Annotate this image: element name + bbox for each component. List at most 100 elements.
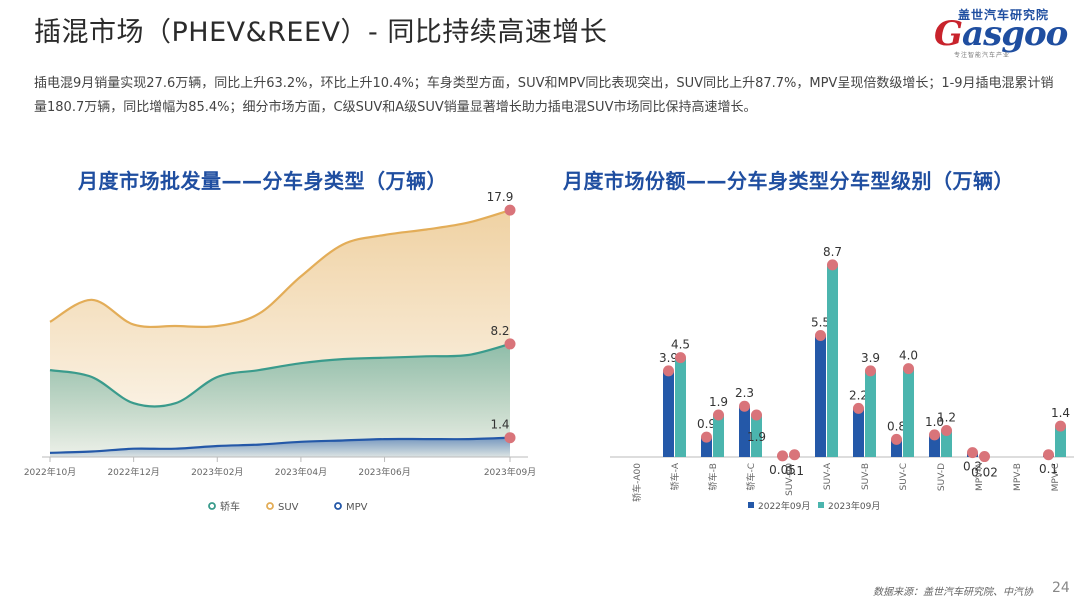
x-tick-label: 2023年06月 [358, 466, 410, 478]
bar-marker [1055, 420, 1066, 432]
bar-marker [827, 259, 838, 271]
bar-2023年09月 [713, 415, 724, 457]
bar-value-label: 5.5 [811, 316, 830, 330]
bar-marker [967, 447, 978, 459]
bar-marker [701, 431, 712, 443]
category-label: MPV-C [1051, 463, 1061, 491]
bar-value-label: 0.8 [887, 419, 906, 433]
bar-marker [675, 352, 686, 364]
bar-value-label: 2.3 [735, 386, 754, 400]
page-title: 插混市场（PHEV&REEV）- 同比持续高速增长 [34, 17, 608, 48]
bar-2023年09月 [827, 264, 838, 457]
category-label: 轿车-A [669, 462, 681, 490]
bar-2023年09月 [1055, 426, 1066, 457]
legend-marker [266, 502, 274, 510]
area-fill-MPV [50, 437, 510, 457]
x-tick-label: 2022年12月 [107, 466, 159, 478]
bar-2022年09月 [891, 439, 902, 457]
legend-marker [334, 502, 342, 510]
bar-2023年09月 [941, 430, 952, 457]
legend-swatch [748, 502, 754, 508]
bar-value-label: 4.5 [671, 338, 690, 352]
x-tick-label: 2023年09月 [484, 466, 536, 478]
category-label: SUV-A [823, 462, 833, 490]
bar-2023年09月 [865, 370, 876, 457]
logo-rest-letters: asgoo [962, 14, 1068, 54]
logo-tagline: 专注智能汽车产业 [954, 52, 1011, 59]
x-tick-label: 2022年10月 [24, 466, 76, 478]
bar-marker [941, 425, 952, 436]
bar-2022年09月 [701, 437, 712, 457]
end-value-label: 8.2 [490, 324, 509, 338]
category-label: SUV-A0 [785, 463, 795, 496]
bar-marker [979, 451, 990, 463]
bar-2022年09月 [663, 370, 674, 457]
bar-value-label: 2.2 [849, 388, 868, 402]
bar-value-label: 8.7 [823, 245, 842, 259]
category-label: MPV-B [1013, 463, 1023, 491]
category-label: SUV-C [899, 463, 909, 490]
bar-2022年09月 [853, 408, 864, 457]
series-line-MPV [49, 436, 511, 454]
bar-2023年09月 [751, 415, 762, 457]
left-chart-title: 月度市场批发量——分车身类型（万辆） [78, 169, 447, 193]
category-label: SUV-D [937, 463, 947, 491]
data-source: 数据来源：盖世汽车研究院、中汽协 [873, 587, 1033, 598]
bar-marker [891, 433, 902, 445]
bar-value-label: 0.9 [697, 417, 716, 431]
x-tick-label: 2023年04月 [275, 466, 327, 478]
end-value-label: 1.4 [490, 418, 509, 432]
logo-wordmark: Gasgoo [934, 14, 1068, 54]
bar-value-label: 3.9 [659, 351, 678, 365]
legend-swatch [818, 502, 824, 508]
bar-2022年09月 [815, 335, 826, 457]
bar-value-label: 0.05 [769, 463, 796, 477]
bar-marker [789, 449, 800, 461]
bar-marker [713, 409, 724, 421]
bar-value-label: 1.9 [747, 430, 766, 444]
legend-label: SUV [278, 502, 299, 513]
bar-value-label: 1.0 [925, 415, 944, 429]
bar-value-label: 1.9 [709, 395, 728, 409]
bar-marker [865, 365, 876, 377]
end-value-label: 17.9 [487, 190, 514, 204]
right-chart-title: 月度市场份额——分车身类型分车型级别（万辆） [563, 169, 1014, 193]
x-tick-label: 2023年02月 [191, 466, 243, 478]
series-line-轿车 [49, 342, 511, 408]
bar-marker [853, 402, 864, 414]
bar-2023年09月 [675, 357, 686, 457]
legend-label: 2022年09月 [758, 500, 810, 512]
page-number: 24 [1052, 580, 1070, 596]
area-fill-轿车 [50, 343, 510, 457]
bar-value-label: 0.2 [963, 460, 982, 474]
bar-value-label: 3.9 [861, 351, 880, 365]
bar-2022年09月 [929, 434, 940, 457]
category-label: MPV-A [975, 462, 985, 491]
bar-value-label: 4.0 [899, 349, 918, 363]
bar-value-label: 0.1 [785, 464, 804, 478]
bar-value-label: 0.1 [1039, 462, 1058, 476]
bar-value-label: 0.02 [971, 466, 998, 480]
bar-marker [751, 409, 762, 421]
category-label: 轿车-C [745, 463, 757, 491]
bar-marker [1043, 449, 1054, 461]
legend-label: 2023年09月 [828, 500, 880, 512]
bar-marker [903, 363, 914, 375]
bar-2023年09月 [903, 368, 914, 457]
legend-marker [208, 502, 216, 510]
category-label: SUV-B [861, 463, 871, 490]
category-label: 轿车-A00 [631, 463, 643, 502]
end-marker [504, 338, 516, 350]
bar-value-label: 1.4 [1051, 406, 1070, 420]
summary-paragraph: 插电混9月销量实现27.6万辆，同比上升63.2%，环比上升10.4%；车身类型… [34, 76, 1054, 115]
legend-label: 轿车 [220, 500, 240, 513]
bar-marker [929, 429, 940, 441]
bar-marker [663, 365, 674, 377]
bar-marker [777, 450, 788, 462]
bar-marker [739, 400, 750, 412]
end-marker [504, 432, 516, 444]
bar-value-label: 1.2 [937, 411, 956, 425]
bar-2022年09月 [739, 406, 750, 457]
end-marker [504, 204, 516, 216]
